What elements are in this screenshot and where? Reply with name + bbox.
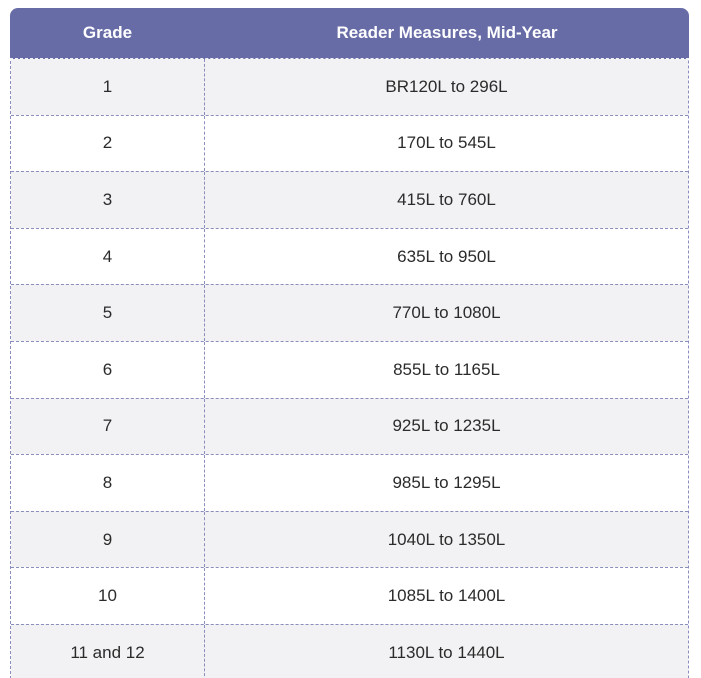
table-row: 6 855L to 1165L [11,340,688,398]
table-row: 3 415L to 760L [11,171,688,228]
reader-measures-table: Grade Reader Measures, Mid-Year 1 BR120L… [10,8,689,678]
table-row: 11 and 12 1130L to 1440L [11,623,688,678]
table-header-row: Grade Reader Measures, Mid-Year [10,8,689,59]
measure-cell: 1130L to 1440L [388,642,505,662]
grade-cell: 4 [11,228,205,285]
grade-cell: 5 [11,285,205,341]
measure-cell: 925L to 1235L [392,416,501,436]
measure-cell: 1085L to 1400L [387,586,506,606]
grade-cell: 2 [11,115,205,172]
grade-cell: 3 [11,172,205,228]
measure-cell: BR120L to 296L [385,76,508,96]
grade-cell: 6 [11,341,205,398]
table-row: 8 985L to 1295L [11,454,688,511]
measure-cell: 770L to 1080L [392,303,501,323]
measure-cell: 985L to 1295L [392,472,501,492]
grade-cell: 7 [11,398,205,455]
measure-cell: 635L to 950L [397,246,496,266]
column-header-reader-measures: Reader Measures, Mid-Year [336,23,558,42]
table-row: 4 635L to 950L [11,227,688,285]
table-row: 9 1040L to 1350L [11,510,688,568]
grade-cell: 9 [11,511,205,568]
grade-cell: 8 [11,455,205,511]
table-row: 7 925L to 1235L [11,397,688,455]
measure-cell: 415L to 760L [397,189,496,209]
measure-cell: 855L to 1165L [393,359,500,379]
grade-cell: 10 [11,568,205,624]
table-row: 10 1085L to 1400L [11,567,688,624]
table-row: 1 BR120L to 296L [11,59,688,115]
column-header-grade: Grade [82,23,133,42]
table-row: 5 770L to 1080L [11,284,688,341]
measure-cell: 170L to 545L [397,133,496,153]
grade-cell: 1 [11,59,205,115]
measure-cell: 1040L to 1350L [387,529,506,549]
grade-cell: 11 and 12 [11,624,205,678]
table-row: 2 170L to 545L [11,114,688,172]
